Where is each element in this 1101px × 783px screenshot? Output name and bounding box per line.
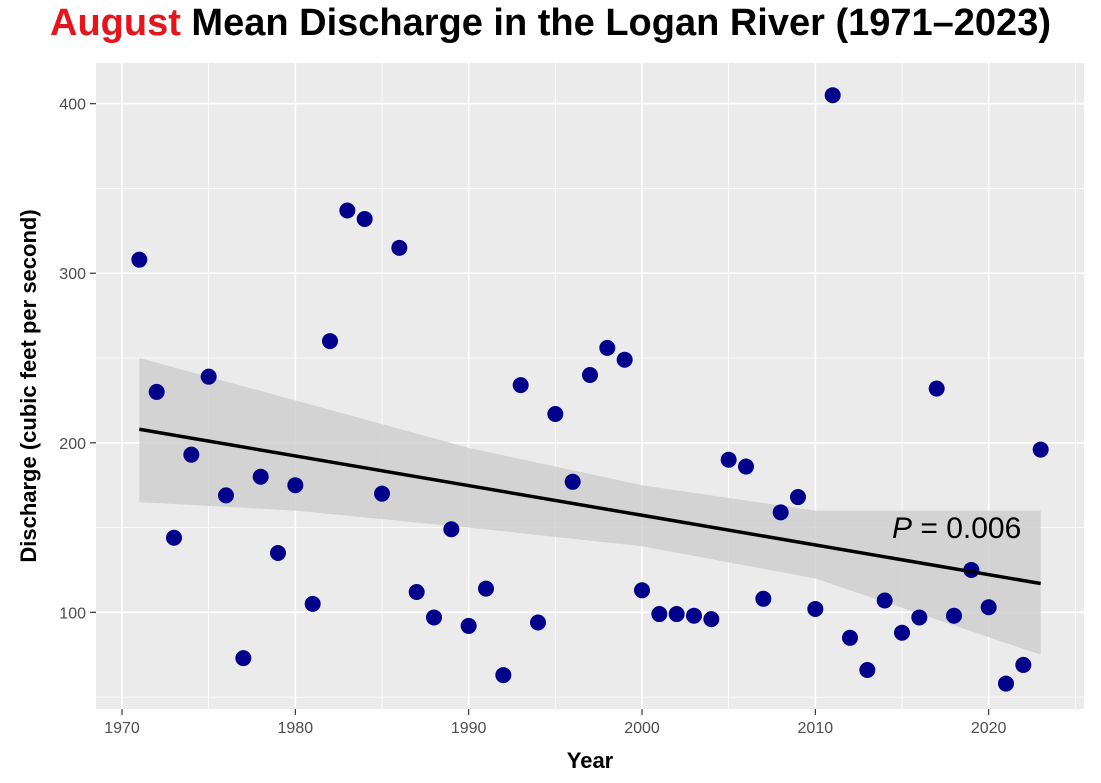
data-point	[131, 251, 148, 268]
data-point	[356, 210, 373, 227]
data-point	[946, 607, 962, 624]
p-label: P	[892, 512, 912, 545]
x-tick-label: 2020	[971, 720, 1007, 737]
data-point	[218, 487, 234, 504]
data-point	[252, 468, 269, 485]
data-points	[131, 87, 1049, 692]
data-point	[1015, 656, 1032, 673]
y-tick-label: 200	[59, 436, 86, 453]
data-point	[530, 614, 546, 631]
data-point	[911, 609, 928, 626]
data-point	[824, 87, 841, 104]
x-axis-ticks: 1970 1980 1990 2000 2010 2020	[104, 709, 1007, 737]
data-point	[512, 377, 529, 394]
data-point	[495, 667, 512, 684]
data-point	[339, 202, 356, 219]
y-axis-label: Discharge (cubic feet per second)	[16, 209, 41, 562]
y-tick-label: 300	[59, 266, 86, 283]
chart-title: August Mean Discharge in the Logan River…	[0, 2, 1101, 45]
data-point	[582, 366, 598, 383]
data-point	[720, 451, 737, 468]
data-point	[859, 662, 876, 679]
data-point	[980, 599, 997, 616]
data-point	[894, 624, 910, 641]
data-point	[408, 584, 425, 601]
data-point	[928, 380, 945, 397]
data-point	[842, 629, 858, 646]
x-axis-label: Year	[567, 748, 614, 773]
data-point	[686, 607, 702, 624]
data-point	[443, 521, 460, 538]
x-tick-label: 2000	[624, 720, 660, 737]
data-point	[148, 383, 165, 400]
x-tick-label: 1990	[451, 720, 487, 737]
y-axis-ticks: 100 200 300 400	[59, 97, 96, 622]
data-point	[391, 239, 408, 256]
title-highlight: August	[50, 2, 181, 44]
data-point	[547, 405, 564, 422]
y-tick-label: 400	[59, 97, 86, 114]
data-point	[426, 609, 442, 626]
data-point	[703, 611, 720, 628]
data-point	[876, 592, 893, 609]
data-point	[790, 489, 806, 506]
data-point	[304, 595, 321, 612]
data-point	[287, 477, 304, 494]
data-point	[374, 485, 390, 502]
data-point	[270, 545, 286, 562]
data-point	[668, 606, 685, 623]
data-point	[772, 504, 789, 521]
x-tick-label: 1970	[104, 720, 140, 737]
x-tick-label: 2010	[798, 720, 834, 737]
data-point	[166, 529, 182, 546]
data-point	[616, 351, 633, 368]
data-point	[322, 333, 338, 350]
data-point	[200, 368, 217, 385]
p-value: = 0.006	[912, 512, 1021, 545]
x-tick-label: 1980	[278, 720, 314, 737]
data-point	[478, 580, 494, 597]
data-point	[1032, 441, 1049, 458]
trend-line	[139, 427, 1041, 586]
data-point	[755, 590, 772, 607]
data-point	[599, 339, 616, 356]
data-point	[998, 675, 1014, 692]
data-point	[460, 617, 477, 634]
data-point	[651, 606, 668, 623]
data-point	[634, 582, 650, 599]
data-point	[807, 600, 824, 617]
p-value-annotation: P = 0.006	[892, 512, 1021, 545]
data-point	[183, 446, 200, 463]
y-tick-label: 100	[59, 605, 86, 622]
title-rest: Mean Discharge in the Logan River (1971–…	[180, 2, 1051, 44]
data-point	[564, 473, 581, 490]
data-point	[235, 650, 252, 667]
data-point	[738, 458, 754, 475]
